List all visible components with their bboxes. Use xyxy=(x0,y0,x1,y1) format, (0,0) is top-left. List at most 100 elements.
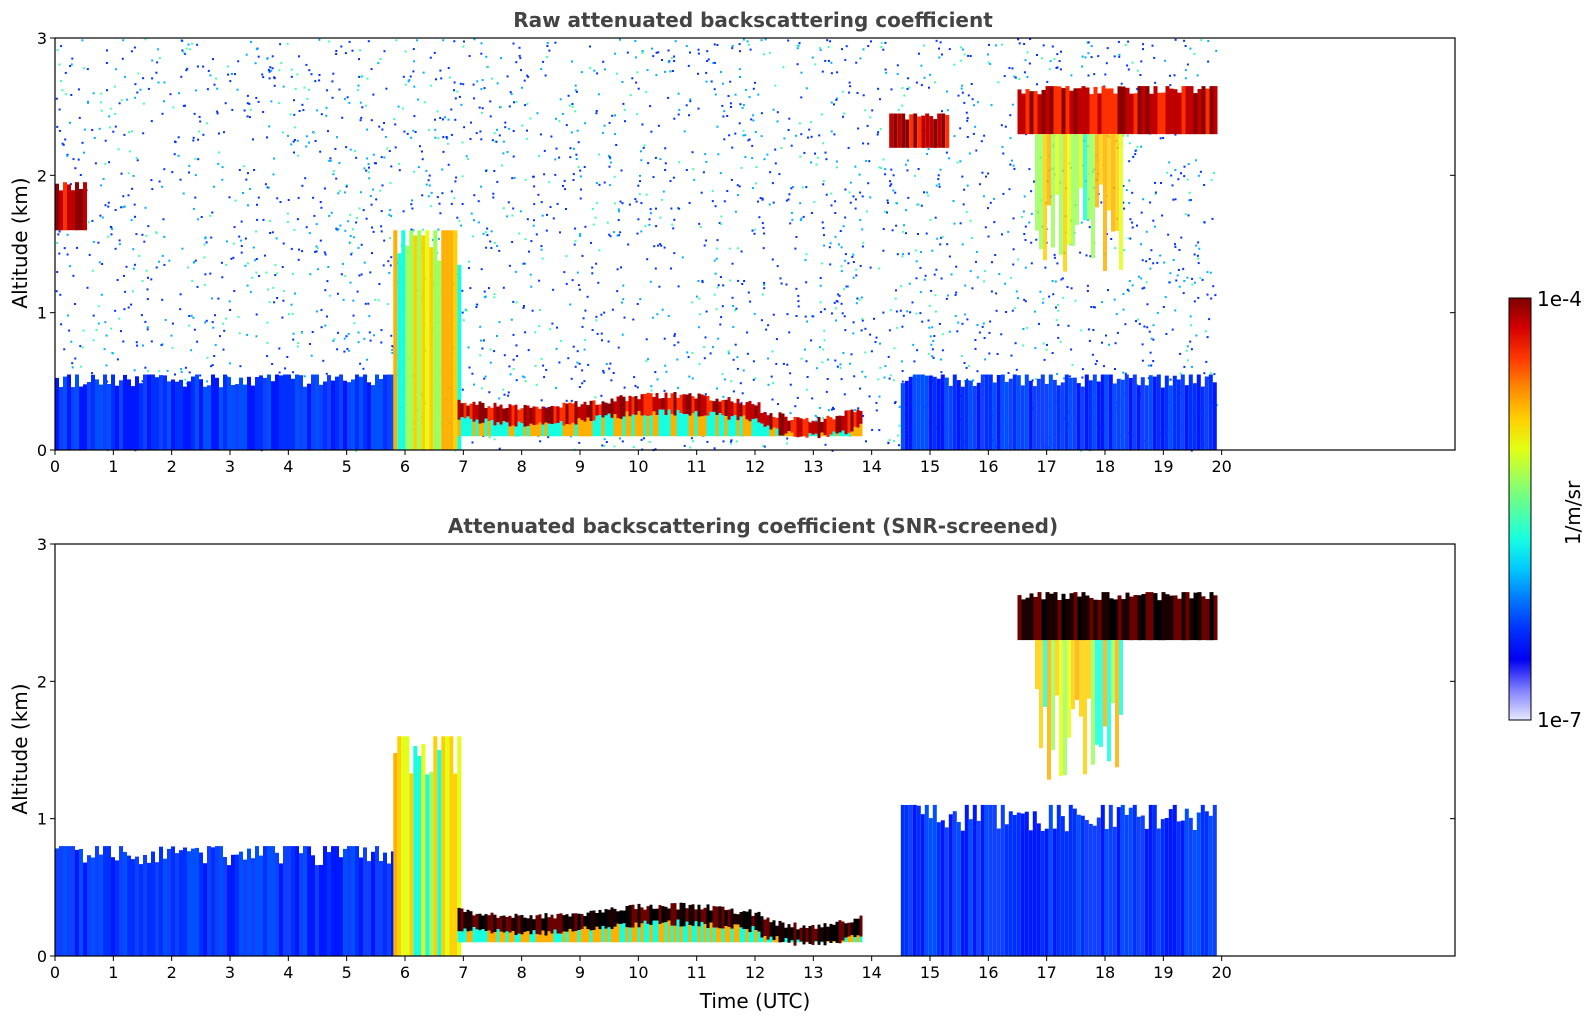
cell xyxy=(287,375,291,451)
noise-cell xyxy=(336,136,338,138)
band-under-cell xyxy=(791,433,794,437)
noise-cell xyxy=(287,43,289,45)
band-under-cell xyxy=(494,426,497,437)
noise-cell xyxy=(670,268,672,270)
noise-cell xyxy=(835,320,837,322)
noise-cell xyxy=(844,393,846,395)
noise-cell xyxy=(678,285,680,287)
band-cell xyxy=(554,918,557,929)
noise-cell xyxy=(949,331,951,333)
cell xyxy=(1197,813,1201,957)
noise-cell xyxy=(1165,333,1167,335)
noise-cell xyxy=(223,131,225,133)
noise-cell xyxy=(677,341,679,343)
noise-cell xyxy=(508,391,510,393)
noise-cell xyxy=(1082,368,1084,370)
noise-cell xyxy=(163,264,165,266)
noise-cell xyxy=(556,148,558,150)
noise-cell xyxy=(1060,68,1062,70)
noise-cell xyxy=(344,98,346,100)
noise-cell xyxy=(117,358,119,360)
cell xyxy=(1077,383,1081,450)
noise-cell xyxy=(1126,189,1128,191)
noise-cell xyxy=(1210,298,1212,300)
noise-cell xyxy=(462,83,464,85)
noise-cell xyxy=(523,307,525,309)
noise-cell xyxy=(730,380,732,382)
cell xyxy=(1046,592,1050,640)
noise-cell xyxy=(1169,272,1171,274)
band-under-cell xyxy=(491,420,494,436)
cell xyxy=(219,846,223,956)
noise-cell xyxy=(699,313,701,315)
noise-cell xyxy=(468,346,470,348)
noise-cell xyxy=(678,93,680,95)
cell xyxy=(1138,86,1142,134)
noise-cell xyxy=(981,172,983,174)
noise-cell xyxy=(1009,67,1011,69)
noise-cell xyxy=(977,101,979,103)
noise-cell xyxy=(225,318,227,320)
noise-cell xyxy=(800,219,802,221)
band-cell xyxy=(677,910,680,920)
cell xyxy=(1126,88,1130,134)
cell xyxy=(897,114,901,148)
noise-cell xyxy=(907,197,909,199)
noise-cell xyxy=(129,150,131,152)
x-tick-label: 17 xyxy=(1036,963,1056,982)
noise-cell xyxy=(783,363,785,365)
noise-cell xyxy=(281,317,283,319)
noise-cell xyxy=(900,285,902,287)
cell xyxy=(231,855,235,956)
noise-cell xyxy=(513,359,515,361)
noise-cell xyxy=(158,82,160,84)
band-cell xyxy=(695,399,698,412)
noise-cell xyxy=(864,376,866,378)
noise-cell xyxy=(645,360,647,362)
noise-cell xyxy=(1107,47,1109,49)
noise-cell xyxy=(796,315,798,317)
noise-cell xyxy=(802,187,804,189)
noise-cell xyxy=(1105,335,1107,337)
noise-cell xyxy=(320,240,322,242)
cell xyxy=(1118,595,1122,640)
noise-cell xyxy=(111,233,113,235)
band-cell xyxy=(629,905,632,928)
noise-cell xyxy=(915,249,917,251)
cell xyxy=(1018,89,1022,134)
noise-cell xyxy=(298,249,300,251)
noise-cell xyxy=(507,151,509,153)
x-tick-label: 11 xyxy=(686,457,706,476)
noise-cell xyxy=(238,316,240,318)
noise-cell xyxy=(720,276,722,278)
noise-cell xyxy=(786,438,788,440)
streak xyxy=(1063,134,1067,272)
noise-cell xyxy=(219,335,221,337)
noise-cell xyxy=(541,245,543,247)
noise-cell xyxy=(573,148,575,150)
noise-cell xyxy=(279,372,281,374)
cell xyxy=(393,753,397,956)
noise-cell xyxy=(942,236,944,238)
noise-cell xyxy=(609,184,611,186)
noise-cell xyxy=(470,138,472,140)
noise-cell xyxy=(1013,248,1015,250)
noise-cell xyxy=(733,359,735,361)
noise-cell xyxy=(508,365,510,367)
noise-cell xyxy=(99,128,101,130)
noise-cell xyxy=(997,353,999,355)
noise-cell xyxy=(481,268,483,270)
x-tick-label: 11 xyxy=(686,963,706,982)
noise-cell xyxy=(957,322,959,324)
noise-cell xyxy=(740,382,742,384)
streak xyxy=(1091,134,1095,258)
noise-cell xyxy=(1080,329,1082,331)
noise-cell xyxy=(555,118,557,120)
noise-cell xyxy=(503,287,505,289)
cell xyxy=(247,377,251,450)
noise-cell xyxy=(631,77,633,79)
noise-cell xyxy=(584,339,586,341)
noise-cell xyxy=(764,446,766,448)
cell xyxy=(67,846,71,956)
